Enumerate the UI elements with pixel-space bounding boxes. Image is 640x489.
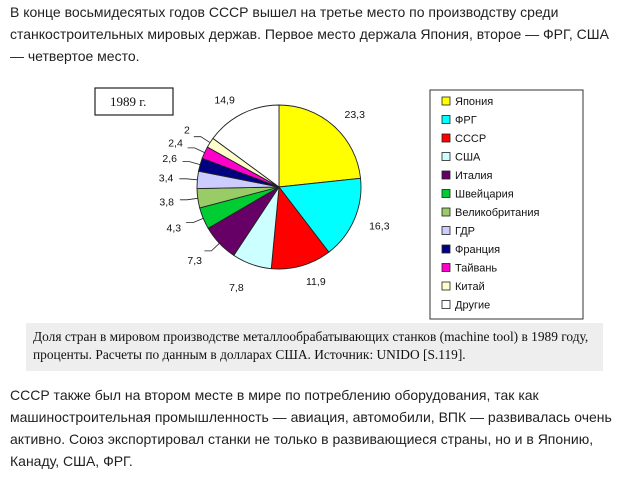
pie-slice-фрг	[278, 177, 362, 253]
leader-line-китай	[193, 136, 211, 143]
leader-line-великобритания	[179, 197, 198, 201]
legend-label-италия: Италия	[455, 170, 493, 182]
outro-paragraph: СССР также был на втором месте в мире по…	[10, 387, 612, 469]
legend-label-китай: Китай	[455, 281, 485, 293]
leader-line-франция	[182, 161, 201, 165]
leader-line-тайвань	[187, 147, 205, 153]
data-label-франция: 2,6	[162, 153, 177, 165]
leader-line-гдр	[179, 178, 198, 181]
legend-swatch-япония	[441, 96, 451, 106]
legend-label-сша: США	[455, 152, 481, 164]
legend-label-япония: Япония	[455, 96, 493, 108]
pie-slice-япония	[278, 104, 362, 188]
legend-label-другие: Другие	[455, 300, 490, 312]
legend-swatch-франция	[441, 244, 451, 254]
data-label-тайвань: 2,4	[168, 138, 183, 150]
legend: Япония ФРГ СССР США Италия Швейцария Великобри…	[441, 96, 540, 312]
legend-swatch-сша	[441, 152, 451, 161]
legend-swatch-великобритания	[441, 207, 451, 217]
legend-label-ссср: СССР	[455, 133, 486, 145]
pie-chart: 23,3 16,3 11,9 7,8 7,3 4,3 3,8 3,4 2,6 2,42 14,9 1…	[94, 87, 584, 320]
chart-figure: 23,3 16,3 11,9 7,8 7,3 4,3 3,8 3,4 2,6 2,4 2 14,9 1…	[26, 78, 603, 371]
pie-slice-другие	[212, 104, 280, 188]
data-label-сша: 7,8	[229, 282, 244, 294]
year-box	[94, 87, 174, 116]
pie-slices	[196, 104, 362, 270]
legend-label-фрг: ФРГ	[455, 115, 477, 127]
data-label-гдр: 3,4	[159, 173, 174, 185]
legend-label-тайвань: Тайвань	[455, 263, 497, 275]
pie-slice-ссср	[270, 185, 330, 270]
legend-swatch-швейцария	[441, 189, 451, 198]
data-label-китай: 2	[184, 125, 190, 137]
legend-swatch-италия	[441, 170, 451, 180]
legend-label-швейцария: Швейцария	[455, 189, 514, 201]
chart-title: 1989 г.	[110, 94, 146, 109]
legend-swatch-фрг	[441, 115, 451, 124]
legend-swatch-ссср	[441, 133, 451, 143]
legend-label-франция: Франция	[455, 244, 500, 256]
legend-label-великобритания: Великобритания	[455, 207, 540, 219]
data-label-другие: 14,9	[214, 95, 235, 107]
legend-box	[429, 89, 584, 320]
legend-label-гдр: ГДР	[455, 226, 475, 238]
legend-swatch-китай	[441, 281, 451, 291]
leader-line-италия	[204, 243, 220, 252]
leader-lines	[179, 136, 220, 252]
data-label-фрг: 16,3	[369, 221, 390, 233]
intro-paragraph: В конце восьмидесятых годов СССР вышел н…	[10, 4, 609, 64]
figure-caption: Доля стран в мировом производстве металл…	[33, 329, 589, 362]
data-label-италия: 7,3	[187, 255, 202, 267]
legend-swatch-гдр	[441, 226, 451, 235]
data-label-ссср: 11,9	[306, 276, 326, 288]
caption-area	[26, 323, 603, 371]
legend-swatch-тайвань	[441, 263, 451, 272]
data-label-великобритания: 3,8	[159, 197, 174, 209]
legend-swatch-другие	[441, 300, 451, 309]
data-labels: 23,3 16,3 11,9 7,8 7,3 4,3 3,8 3,4 2,6 2,42 14,9	[159, 95, 390, 295]
leader-line-швейцария	[186, 218, 204, 224]
data-label-швейцария: 4,3	[166, 223, 181, 235]
data-label-япония: 23,3	[345, 109, 366, 121]
